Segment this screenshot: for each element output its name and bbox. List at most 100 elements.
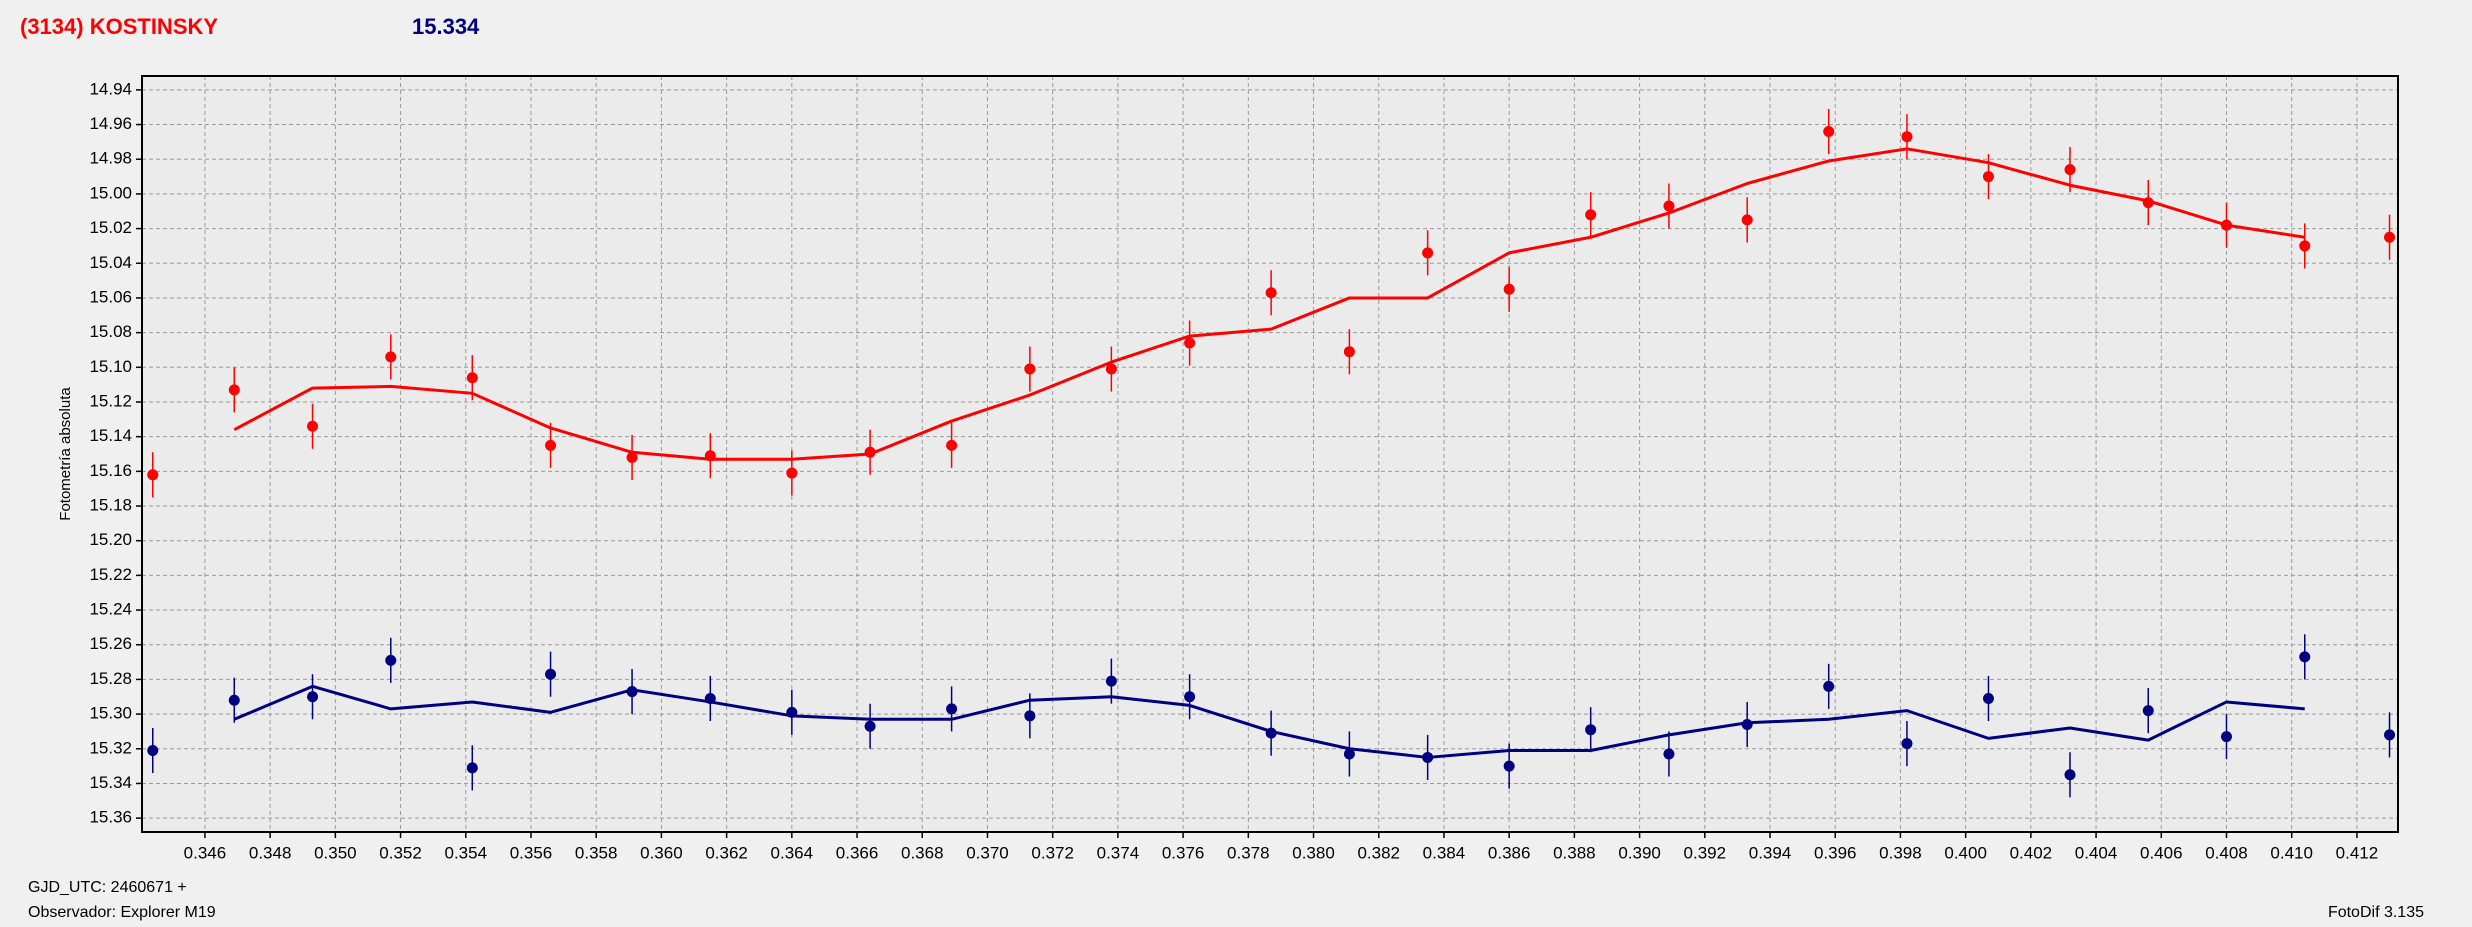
x-tick-label: 0.360	[640, 843, 683, 862]
plot-border	[141, 75, 2399, 833]
x-tick-label: 0.380	[1292, 843, 1335, 862]
x-tick-label: 0.384	[1423, 843, 1466, 862]
data-point	[147, 745, 159, 757]
data-point	[1901, 738, 1913, 750]
data-point	[786, 467, 798, 479]
data-point	[545, 668, 557, 680]
data-point	[1823, 125, 1835, 137]
data-point	[228, 694, 240, 706]
y-tick-label: 15.20	[89, 530, 132, 549]
footer-note: GJD_UTC: 2460671 +	[28, 879, 187, 896]
y-tick-label: 15.16	[89, 461, 132, 480]
data-point	[864, 720, 876, 732]
data-point	[2142, 705, 2154, 717]
data-point	[1982, 171, 1994, 183]
x-tick-label: 0.382	[1357, 843, 1400, 862]
y-tick-label: 15.32	[89, 738, 132, 757]
data-point	[1105, 363, 1117, 375]
x-tick-label: 0.388	[1553, 843, 1596, 862]
data-point	[1024, 363, 1036, 375]
x-tick-label: 0.374	[1097, 843, 1140, 862]
y-tick-label: 15.12	[89, 391, 132, 410]
data-point	[1663, 748, 1675, 760]
data-point	[466, 372, 478, 384]
data-point	[1503, 283, 1515, 295]
fit-line	[233, 684, 2305, 759]
x-tick-label: 0.346	[184, 843, 227, 862]
x-tick-label: 0.354	[445, 843, 488, 862]
plot-area	[142, 76, 2398, 832]
data-point	[2299, 651, 2311, 663]
y-tick-label: 15.34	[89, 773, 132, 792]
data-point	[1265, 287, 1277, 299]
y-tick-label: 15.10	[89, 357, 132, 376]
data-point	[946, 439, 958, 451]
data-point	[1585, 724, 1597, 736]
x-tick-label: 0.398	[1879, 843, 1922, 862]
data-point	[2220, 731, 2232, 743]
x-tick-label: 0.358	[575, 843, 618, 862]
x-tick-label: 0.406	[2140, 843, 2183, 862]
y-tick-label: 15.28	[89, 669, 132, 688]
data-point	[1585, 209, 1597, 221]
data-point	[2299, 240, 2311, 252]
y-tick-label: 15.00	[89, 183, 132, 202]
x-tick-label: 0.386	[1488, 843, 1531, 862]
x-tick-label: 0.394	[1749, 843, 1792, 862]
x-tick-label: 0.408	[2205, 843, 2248, 862]
data-point	[466, 762, 478, 774]
data-point	[2064, 164, 2076, 176]
data-point	[1343, 748, 1355, 760]
x-tick-label: 0.370	[966, 843, 1009, 862]
y-tick-label: 15.36	[89, 808, 132, 827]
x-tick-label: 0.356	[510, 843, 553, 862]
data-point	[1422, 247, 1434, 259]
footer-note: Observador: Explorer M19	[28, 904, 216, 921]
x-tick-label: 0.410	[2270, 843, 2313, 862]
data-point	[147, 469, 159, 481]
plot	[142, 76, 2398, 832]
x-tick-label: 0.412	[2336, 843, 2379, 862]
data-point	[946, 703, 958, 715]
data-point	[1982, 692, 1994, 704]
x-tick-label: 0.364	[771, 843, 814, 862]
y-tick-label: 14.96	[89, 114, 132, 133]
y-tick-label: 15.02	[89, 218, 132, 237]
fit-line	[233, 147, 2305, 461]
y-tick-label: 14.94	[89, 79, 132, 98]
x-tick-label: 0.366	[836, 843, 879, 862]
data-point	[385, 351, 397, 363]
app-version: FotoDif 3.135	[2328, 904, 2424, 921]
data-point	[228, 384, 240, 396]
y-tick-label: 15.14	[89, 426, 132, 445]
y-tick-label: 15.26	[89, 634, 132, 653]
data-point	[1901, 131, 1913, 143]
x-tick-label: 0.396	[1814, 843, 1857, 862]
x-tick-label: 0.362	[705, 843, 748, 862]
x-tick-label: 0.390	[1618, 843, 1661, 862]
y-tick-label: 15.06	[89, 287, 132, 306]
x-tick-label: 0.368	[901, 843, 944, 862]
data-point	[385, 654, 397, 666]
data-point	[2064, 769, 2076, 781]
x-tick-label: 0.402	[2010, 843, 2053, 862]
data-point	[626, 451, 638, 463]
chart-title: (3134) KOSTINSKY	[20, 14, 218, 39]
x-tick-label: 0.372	[1031, 843, 1074, 862]
data-point	[1823, 680, 1835, 692]
x-tick-label: 0.350	[314, 843, 357, 862]
y-tick-label: 15.24	[89, 600, 132, 619]
data-point	[1024, 710, 1036, 722]
data-point	[1184, 337, 1196, 349]
x-tick-label: 0.404	[2075, 843, 2118, 862]
data-point	[1105, 675, 1117, 687]
data-point	[307, 691, 319, 703]
x-tick-label: 0.352	[379, 843, 422, 862]
data-point	[545, 439, 557, 451]
data-point	[1741, 214, 1753, 226]
x-tick-label: 0.348	[249, 843, 292, 862]
x-tick-label: 0.376	[1162, 843, 1205, 862]
y-tick-label: 15.22	[89, 565, 132, 584]
y-tick-label: 15.04	[89, 253, 132, 272]
